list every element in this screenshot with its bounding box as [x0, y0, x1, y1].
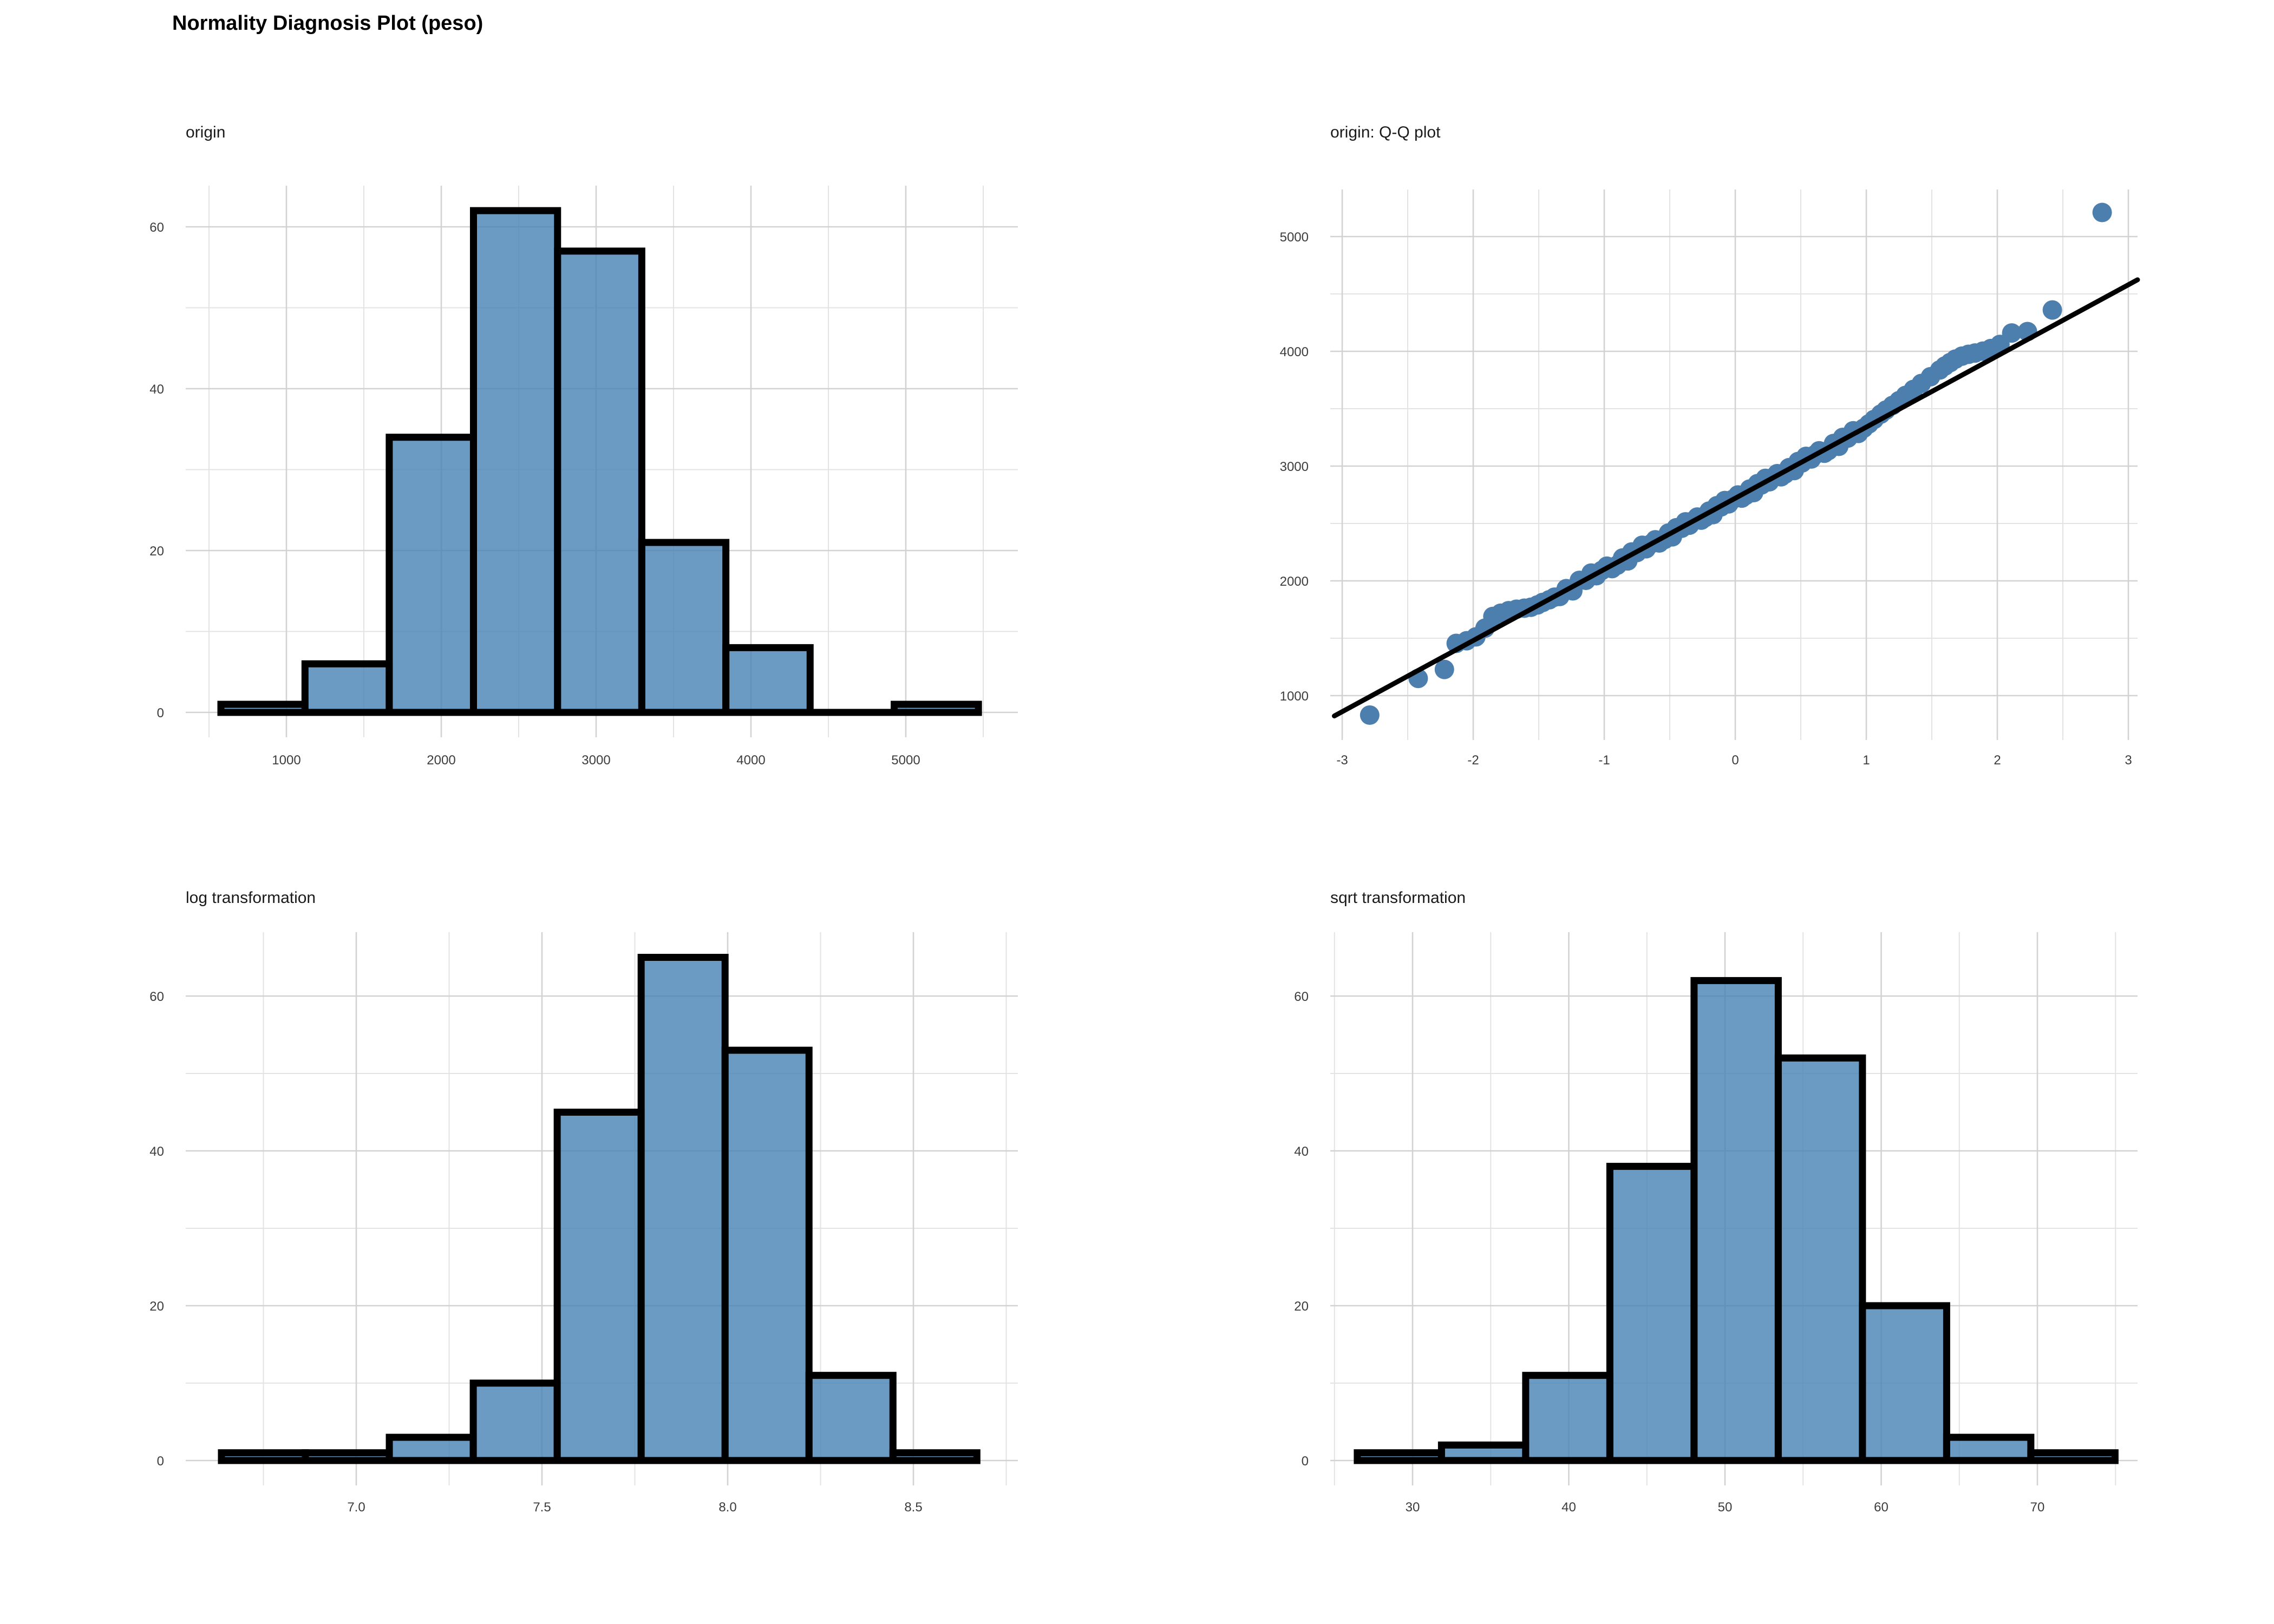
y-tick-label: 5000	[1280, 230, 1309, 245]
sqrt-plot: 30 40 50 60 70 0 20 40 60	[1294, 932, 2138, 1515]
y-tick-label: 0	[157, 1454, 164, 1469]
histogram-bar	[302, 1449, 393, 1464]
histogram-bar	[889, 1449, 981, 1464]
histogram-bar	[891, 700, 982, 716]
x-tick-label: 3000	[581, 753, 610, 768]
origin-plot: 1000 2000 3000 4000 5000 0 20 40 60	[149, 186, 1018, 768]
y-tick-label: 2000	[1280, 574, 1309, 589]
panel-title-log: log transformation	[186, 889, 316, 907]
histogram-bar	[385, 1433, 477, 1464]
x-tick-label: -2	[1467, 753, 1479, 768]
panel-title-sqrt: sqrt transformation	[1330, 889, 1466, 907]
histogram-bar	[1354, 1449, 1445, 1464]
y-tick-label: 4000	[1280, 345, 1309, 359]
x-tick-label: 30	[1406, 1500, 1420, 1515]
histogram-bar	[553, 1109, 645, 1464]
x-tick-label: 70	[2030, 1500, 2045, 1515]
qq-reference-line	[1331, 277, 2140, 719]
histogram-bar	[2027, 1449, 2119, 1464]
histogram-bar	[637, 954, 729, 1464]
y-tick-label: 40	[149, 382, 164, 397]
histogram-bar	[301, 660, 393, 716]
histogram-bar	[217, 700, 309, 716]
histogram-bar	[469, 207, 561, 716]
x-tick-label: 2000	[427, 753, 455, 768]
y-tick-label: 0	[157, 706, 164, 721]
histogram-bar	[1774, 1054, 1866, 1464]
histogram-bar	[1606, 1163, 1698, 1464]
x-tick-label: 7.0	[347, 1500, 365, 1515]
histogram-bar	[554, 247, 645, 716]
histogram-bar	[638, 539, 730, 716]
log-plot: 7.0 7.5 8.0 8.5 0 20 40 60	[149, 932, 1018, 1515]
histogram-bar	[385, 434, 477, 716]
qq-point	[2042, 300, 2062, 320]
x-tick-label: -1	[1598, 753, 1610, 768]
y-tick-label: 1000	[1280, 689, 1309, 704]
x-tick-label: 0	[1731, 753, 1739, 768]
histogram-bar	[722, 644, 814, 716]
histogram-bar	[721, 1046, 813, 1464]
histogram-bar	[805, 1372, 897, 1464]
histogram-bar	[469, 1379, 561, 1464]
y-tick-label: 20	[1294, 1299, 1309, 1314]
x-tick-label: 4000	[736, 753, 765, 768]
histogram-bar	[1943, 1433, 2035, 1464]
qq-point	[1434, 659, 1454, 679]
qq-point	[1360, 705, 1380, 725]
x-tick-label: 5000	[891, 753, 920, 768]
x-tick-label: 7.5	[533, 1500, 551, 1515]
histogram-bar	[1690, 977, 1782, 1464]
x-tick-label: -3	[1336, 753, 1348, 768]
histogram-bar	[1859, 1302, 1950, 1464]
x-tick-label: 40	[1561, 1500, 1576, 1515]
x-tick-label: 8.5	[904, 1500, 922, 1515]
x-tick-label: 1	[1863, 753, 1870, 768]
qq-point	[2092, 202, 2112, 222]
y-tick-label: 20	[149, 544, 164, 559]
y-tick-label: 60	[149, 990, 164, 1004]
panel-title-origin: origin	[186, 123, 226, 141]
y-tick-label: 40	[1294, 1144, 1309, 1159]
histogram-bar	[1437, 1441, 1530, 1464]
y-tick-label: 40	[149, 1144, 164, 1159]
x-tick-label: 8.0	[718, 1500, 736, 1515]
qq-plot: -3 -2 -1 0 1 2 3 1000 2000 3000 4000 5000	[1280, 189, 2140, 768]
histogram-bar	[218, 1449, 309, 1464]
x-tick-label: 1000	[272, 753, 300, 768]
main-title: Normality Diagnosis Plot (peso)	[172, 12, 483, 35]
y-tick-label: 3000	[1280, 460, 1309, 474]
panel-title-qq: origin: Q-Q plot	[1330, 123, 1441, 141]
y-tick-label: 60	[149, 220, 164, 235]
x-tick-label: 2	[1994, 753, 2001, 768]
x-tick-label: 50	[1718, 1500, 1733, 1515]
y-tick-label: 20	[149, 1299, 164, 1314]
qq-point	[2002, 323, 2022, 343]
x-tick-label: 3	[2125, 753, 2132, 768]
y-tick-label: 60	[1294, 990, 1309, 1004]
x-tick-label: 60	[1874, 1500, 1889, 1515]
y-tick-label: 0	[1302, 1454, 1309, 1469]
histogram-bar	[1522, 1372, 1613, 1464]
